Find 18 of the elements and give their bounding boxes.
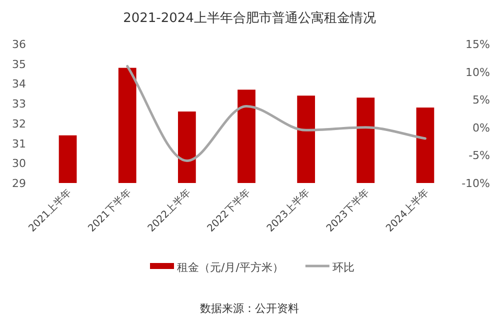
- source-note: 数据来源：公开资料: [200, 302, 299, 315]
- y-tick-label: 32: [12, 117, 26, 130]
- y-tick-label: 33: [12, 98, 26, 111]
- y-tick-label: 36: [12, 38, 26, 51]
- y-tick-label: 31: [12, 137, 26, 150]
- y2-tick-label: -5%: [468, 149, 490, 162]
- y-tick-label: 30: [12, 157, 26, 170]
- legend-label: 租金（元/月/平方米）: [177, 261, 284, 274]
- chart-title: 2021-2024上半年合肥市普通公寓租金情况: [123, 10, 376, 26]
- y2-tick-label: 15%: [466, 38, 490, 51]
- y-tick-label: 35: [12, 58, 26, 71]
- legend-label: 环比: [332, 261, 354, 274]
- y2-tick-label: 0%: [472, 121, 490, 134]
- y-tick-label: 29: [12, 177, 26, 190]
- y2-tick-label: -10%: [462, 177, 490, 190]
- y2-tick-label: 5%: [472, 94, 490, 107]
- y2-tick-label: 10%: [466, 66, 490, 79]
- y-tick-label: 34: [12, 78, 26, 91]
